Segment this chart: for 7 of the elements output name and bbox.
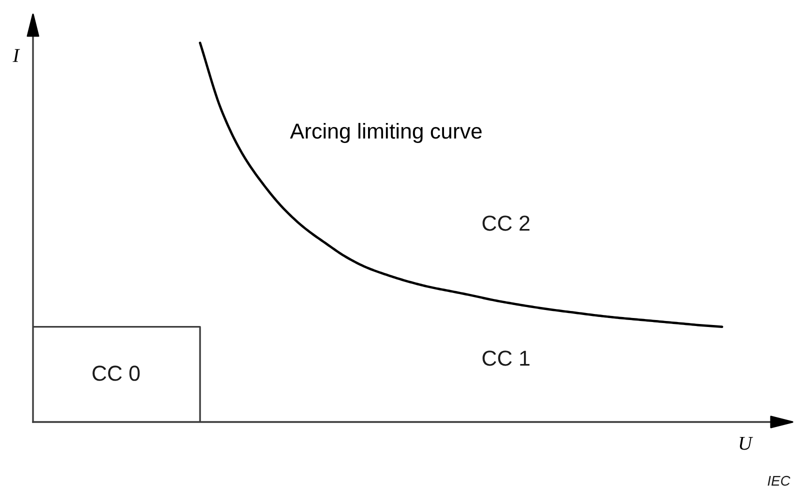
annotation: CC 2	[482, 216, 530, 231]
annotation: CC 1	[482, 350, 530, 366]
x-axis-title: U	[740, 436, 754, 450]
annotation: CC 0	[92, 366, 140, 381]
y-axis-title: I	[12, 49, 20, 62]
text: IEC	[768, 476, 790, 486]
text: Arcing limiting curve	[290, 122, 482, 144]
